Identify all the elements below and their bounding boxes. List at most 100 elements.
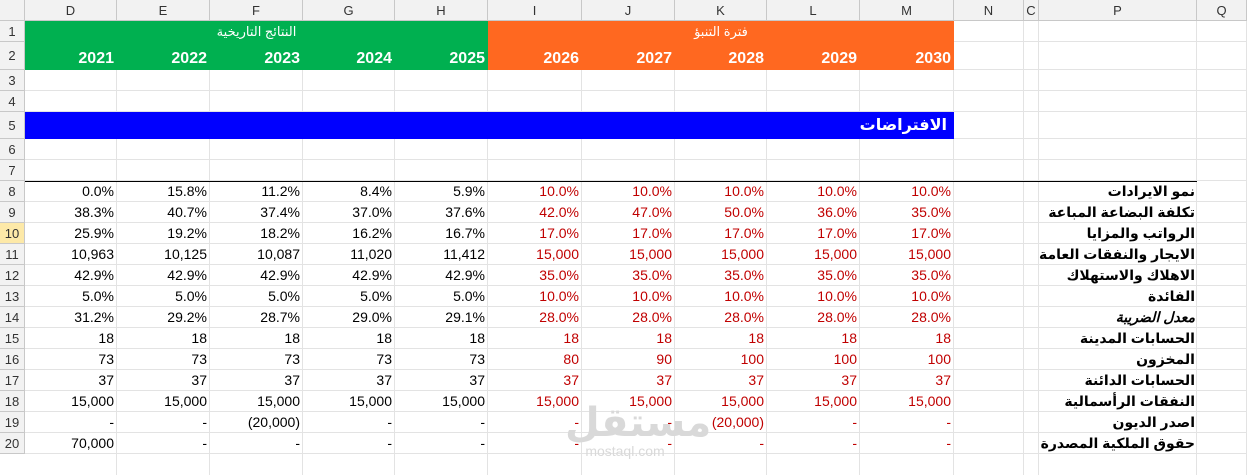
cell-r3-c8[interactable]: 15,000 [814, 246, 857, 262]
cell-r7-c9[interactable]: 18 [935, 330, 951, 346]
cell-r1-c1[interactable]: 40.7% [167, 204, 207, 220]
cell-r5-c5[interactable]: 10.0% [539, 288, 579, 304]
column-header-8[interactable]: L [767, 0, 860, 21]
cell-r2-c2[interactable]: 18.2% [260, 225, 300, 241]
cell-r9-c7[interactable]: 37 [748, 372, 764, 388]
row-header-4[interactable]: 5 [0, 112, 25, 139]
cell-r0-c0[interactable]: 0.0% [82, 183, 114, 199]
cell-r5-c8[interactable]: 10.0% [817, 288, 857, 304]
row-header-0[interactable]: 1 [0, 21, 25, 42]
cell-r11-c0[interactable]: - [109, 414, 114, 430]
cell-r10-c4[interactable]: 15,000 [442, 393, 485, 409]
cell-r8-c4[interactable]: 73 [469, 351, 485, 367]
cell-r12-c7[interactable]: - [759, 435, 764, 451]
row-header-15[interactable]: 16 [0, 349, 25, 370]
row-label-5[interactable]: الفائدة [1148, 288, 1195, 304]
cell-r6-c4[interactable]: 29.1% [445, 309, 485, 325]
cell-r8-c7[interactable]: 100 [740, 351, 764, 367]
column-header-13[interactable]: Q [1197, 0, 1247, 21]
cell-r8-c5[interactable]: 80 [563, 351, 579, 367]
cell-r3-c7[interactable]: 15,000 [721, 246, 764, 262]
row-header-1[interactable]: 2 [0, 42, 25, 70]
row-header-18[interactable]: 19 [0, 412, 25, 433]
cell-r7-c6[interactable]: 18 [656, 330, 672, 346]
cell-r5-c3[interactable]: 5.0% [360, 288, 392, 304]
cell-r9-c2[interactable]: 37 [284, 372, 300, 388]
cell-r1-c2[interactable]: 37.4% [260, 204, 300, 220]
cell-r5-c7[interactable]: 10.0% [724, 288, 764, 304]
cell-r7-c0[interactable]: 18 [98, 330, 114, 346]
cell-r1-c9[interactable]: 35.0% [911, 204, 951, 220]
row-header-14[interactable]: 15 [0, 328, 25, 349]
column-header-12[interactable]: P [1039, 0, 1197, 21]
column-header-10[interactable]: N [954, 0, 1024, 21]
column-header-3[interactable]: G [303, 0, 395, 21]
row-label-3[interactable]: الايجار والنفقات العامة [1039, 246, 1195, 262]
row-header-6[interactable]: 7 [0, 160, 25, 181]
cell-r2-c0[interactable]: 25.9% [74, 225, 114, 241]
row-label-12[interactable]: حقوق الملكية المصدرة [1040, 435, 1195, 451]
cell-r11-c8[interactable]: - [852, 414, 857, 430]
cell-r5-c2[interactable]: 5.0% [268, 288, 300, 304]
column-header-1[interactable]: E [117, 0, 210, 21]
row-label-1[interactable]: تكلفة البضاعة المباعة [1048, 204, 1195, 220]
cell-r5-c4[interactable]: 5.0% [453, 288, 485, 304]
cell-r11-c1[interactable]: - [202, 414, 207, 430]
cell-r12-c0[interactable]: 70,000 [71, 435, 114, 451]
cell-r9-c4[interactable]: 37 [469, 372, 485, 388]
cell-r8-c1[interactable]: 73 [191, 351, 207, 367]
cell-r1-c7[interactable]: 50.0% [724, 204, 764, 220]
row-header-3[interactable]: 4 [0, 91, 25, 112]
cell-r3-c6[interactable]: 15,000 [629, 246, 672, 262]
column-header-4[interactable]: H [395, 0, 488, 21]
cell-r3-c1[interactable]: 10,125 [164, 246, 207, 262]
cell-r11-c9[interactable]: - [946, 414, 951, 430]
row-label-8[interactable]: المخزون [1136, 351, 1195, 367]
cell-r0-c5[interactable]: 10.0% [539, 183, 579, 199]
cell-r1-c0[interactable]: 38.3% [74, 204, 114, 220]
column-header-0[interactable]: D [25, 0, 117, 21]
cell-r3-c2[interactable]: 10,087 [257, 246, 300, 262]
cell-r2-c5[interactable]: 17.0% [539, 225, 579, 241]
cell-r12-c5[interactable]: - [574, 435, 579, 451]
cell-r6-c1[interactable]: 29.2% [167, 309, 207, 325]
cell-r1-c4[interactable]: 37.6% [445, 204, 485, 220]
cell-r1-c8[interactable]: 36.0% [817, 204, 857, 220]
cell-r11-c4[interactable]: - [480, 414, 485, 430]
cell-r12-c6[interactable]: - [667, 435, 672, 451]
cell-r10-c7[interactable]: 15,000 [721, 393, 764, 409]
row-header-10[interactable]: 11 [0, 244, 25, 265]
cell-r7-c4[interactable]: 18 [469, 330, 485, 346]
cell-r6-c2[interactable]: 28.7% [260, 309, 300, 325]
cell-r9-c8[interactable]: 37 [841, 372, 857, 388]
cell-r4-c4[interactable]: 42.9% [445, 267, 485, 283]
cell-r12-c8[interactable]: - [852, 435, 857, 451]
cell-r11-c3[interactable]: - [387, 414, 392, 430]
cell-r4-c6[interactable]: 35.0% [632, 267, 672, 283]
cell-r8-c9[interactable]: 100 [927, 351, 951, 367]
cell-r4-c3[interactable]: 42.9% [352, 267, 392, 283]
cell-r8-c2[interactable]: 73 [284, 351, 300, 367]
cell-r0-c8[interactable]: 10.0% [817, 183, 857, 199]
cell-r9-c6[interactable]: 37 [656, 372, 672, 388]
cell-r0-c7[interactable]: 10.0% [724, 183, 764, 199]
row-label-4[interactable]: الاهلاك والاستهلاك [1066, 267, 1195, 283]
cell-r8-c3[interactable]: 73 [376, 351, 392, 367]
cell-r6-c9[interactable]: 28.0% [911, 309, 951, 325]
row-header-13[interactable]: 14 [0, 307, 25, 328]
column-header-9[interactable]: M [860, 0, 954, 21]
cell-r12-c1[interactable]: - [202, 435, 207, 451]
cell-r0-c4[interactable]: 5.9% [453, 183, 485, 199]
cell-r6-c8[interactable]: 28.0% [817, 309, 857, 325]
cell-r0-c1[interactable]: 15.8% [167, 183, 207, 199]
cell-r4-c1[interactable]: 42.9% [167, 267, 207, 283]
cell-r8-c8[interactable]: 100 [833, 351, 857, 367]
cell-r11-c2[interactable]: (20,000) [247, 414, 300, 430]
cell-r5-c1[interactable]: 5.0% [175, 288, 207, 304]
column-header-7[interactable]: K [675, 0, 767, 21]
row-label-7[interactable]: الحسابات المدينة [1079, 330, 1195, 346]
cell-r8-c6[interactable]: 90 [656, 351, 672, 367]
cell-r7-c1[interactable]: 18 [191, 330, 207, 346]
cell-r2-c3[interactable]: 16.2% [352, 225, 392, 241]
row-header-12[interactable]: 13 [0, 286, 25, 307]
